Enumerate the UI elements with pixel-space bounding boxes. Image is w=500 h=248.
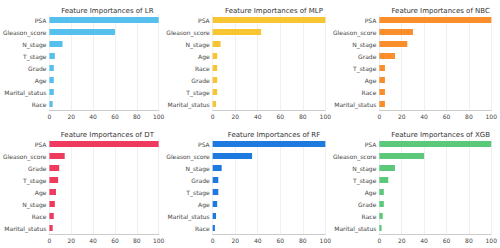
svg-text:PSA: PSA <box>365 17 378 24</box>
svg-text:60: 60 <box>111 113 119 120</box>
svg-text:Grade: Grade <box>28 165 47 172</box>
svg-text:40: 40 <box>254 237 262 244</box>
svg-text:N_stage: N_stage <box>352 41 376 49</box>
svg-text:Race: Race <box>195 225 210 232</box>
svg-text:Marital_status: Marital_status <box>168 213 210 221</box>
svg-text:Feature Importances of XGB: Feature Importances of XGB <box>391 131 490 139</box>
svg-text:40: 40 <box>420 237 428 244</box>
svg-text:40: 40 <box>254 113 262 120</box>
svg-text:N_stage: N_stage <box>22 201 46 209</box>
svg-text:Age: Age <box>198 53 210 61</box>
svg-text:Marital_status: Marital_status <box>4 225 46 233</box>
svg-text:80: 80 <box>299 113 307 120</box>
svg-text:100: 100 <box>486 113 498 120</box>
svg-text:Gleason_score: Gleason_score <box>3 29 47 37</box>
svg-text:PSA: PSA <box>198 141 211 148</box>
svg-text:0: 0 <box>47 237 51 244</box>
svg-text:Age: Age <box>35 189 47 197</box>
svg-text:Gleason_score: Gleason_score <box>3 153 47 161</box>
svg-text:Gleason_score: Gleason_score <box>166 29 210 37</box>
svg-text:80: 80 <box>133 113 141 120</box>
svg-text:0: 0 <box>47 113 51 120</box>
svg-text:80: 80 <box>133 237 141 244</box>
svg-text:N_stage: N_stage <box>22 41 46 49</box>
svg-text:100: 100 <box>153 237 165 244</box>
svg-text:Race: Race <box>362 89 377 96</box>
svg-text:T_stage: T_stage <box>22 53 47 61</box>
svg-text:100: 100 <box>320 113 332 120</box>
svg-text:0: 0 <box>377 113 381 120</box>
svg-text:Marital_status: Marital_status <box>4 89 46 97</box>
svg-text:0: 0 <box>211 237 215 244</box>
svg-text:Gleason_score: Gleason_score <box>333 153 377 161</box>
svg-text:Race: Race <box>32 101 47 108</box>
svg-text:T_stage: T_stage <box>352 177 377 185</box>
svg-text:Grade: Grade <box>191 177 210 184</box>
svg-text:60: 60 <box>276 113 284 120</box>
svg-text:100: 100 <box>320 237 332 244</box>
svg-text:0: 0 <box>377 237 381 244</box>
svg-text:40: 40 <box>420 113 428 120</box>
svg-text:20: 20 <box>67 113 75 120</box>
svg-text:60: 60 <box>111 237 119 244</box>
svg-text:20: 20 <box>398 237 406 244</box>
svg-text:Age: Age <box>35 77 47 85</box>
svg-text:Grade: Grade <box>191 77 210 84</box>
svg-text:N_stage: N_stage <box>186 41 210 49</box>
svg-text:100: 100 <box>153 113 165 120</box>
svg-text:PSA: PSA <box>198 17 211 24</box>
svg-text:Race: Race <box>362 213 377 220</box>
svg-text:N_stage: N_stage <box>352 165 376 173</box>
svg-text:T_stage: T_stage <box>352 65 377 73</box>
svg-text:20: 20 <box>231 237 239 244</box>
svg-text:Grade: Grade <box>358 53 377 60</box>
svg-text:Feature Importances of NBC: Feature Importances of NBC <box>391 7 490 15</box>
svg-text:40: 40 <box>89 237 97 244</box>
svg-text:Marital_status: Marital_status <box>334 101 376 109</box>
svg-text:PSA: PSA <box>35 17 48 24</box>
svg-text:PSA: PSA <box>365 141 378 148</box>
svg-text:80: 80 <box>465 237 473 244</box>
svg-text:Grade: Grade <box>28 65 47 72</box>
svg-text:PSA: PSA <box>35 141 48 148</box>
svg-text:60: 60 <box>443 113 451 120</box>
svg-text:Race: Race <box>32 213 47 220</box>
svg-text:Feature Importances of RF: Feature Importances of RF <box>228 131 321 139</box>
svg-text:T_stage: T_stage <box>22 177 47 185</box>
svg-text:Feature Importances of DT: Feature Importances of DT <box>61 131 155 139</box>
svg-text:20: 20 <box>67 237 75 244</box>
svg-text:Feature Importances of LR: Feature Importances of LR <box>61 7 154 15</box>
svg-text:Gleason_score: Gleason_score <box>166 153 210 161</box>
svg-text:Gleason_score: Gleason_score <box>333 29 377 37</box>
svg-text:20: 20 <box>231 113 239 120</box>
svg-text:Age: Age <box>198 201 210 209</box>
svg-text:80: 80 <box>299 237 307 244</box>
svg-text:Feature Importances of MLP: Feature Importances of MLP <box>225 7 323 15</box>
svg-text:60: 60 <box>443 237 451 244</box>
svg-text:80: 80 <box>465 113 473 120</box>
svg-text:Age: Age <box>365 189 377 197</box>
svg-text:Marital_status: Marital_status <box>168 101 210 109</box>
svg-text:20: 20 <box>398 113 406 120</box>
svg-text:60: 60 <box>276 237 284 244</box>
svg-text:Race: Race <box>195 65 210 72</box>
svg-text:0: 0 <box>211 113 215 120</box>
svg-text:N_stage: N_stage <box>186 165 210 173</box>
svg-text:T_stage: T_stage <box>185 89 210 97</box>
svg-text:Grade: Grade <box>358 201 377 208</box>
svg-text:T_stage: T_stage <box>185 189 210 197</box>
svg-text:100: 100 <box>486 237 498 244</box>
svg-text:Age: Age <box>365 77 377 85</box>
svg-text:Marital_status: Marital_status <box>334 225 376 233</box>
svg-text:40: 40 <box>89 113 97 120</box>
